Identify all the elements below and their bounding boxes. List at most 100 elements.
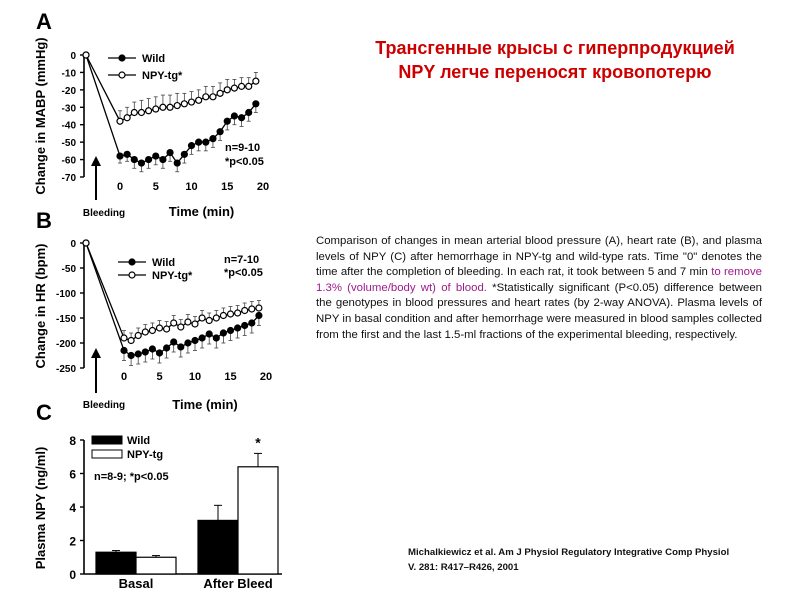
panel-a-series-wild-point [223, 117, 231, 125]
panel-a-y-tick-label: -10 [62, 68, 77, 79]
panel-b-series-wild-point [184, 339, 192, 347]
panel-a-x-tick-label: 10 [185, 181, 197, 193]
panel-b-series-npytg-point [134, 331, 142, 340]
panel-a-y-tick-label: -20 [62, 86, 77, 97]
panel-a-legend-marker [118, 54, 126, 62]
panel-c-legend-label: Wild [127, 435, 150, 447]
panel-a-x-tick-label: 5 [153, 181, 159, 193]
panel-a-series-wild-point [152, 152, 160, 160]
panel-b-series-npytg-point [205, 316, 213, 325]
panel-b-y-tick-label: -50 [62, 264, 77, 275]
panel-c-stat-label: n=8-9; *p<0.05 [94, 471, 169, 483]
panel-b-stat-label: n=7-10 [224, 254, 259, 266]
panel-a-series-npytg-point [252, 77, 260, 85]
slide-title-line-1: Трансгенные крысы с гиперпродукцией [375, 38, 735, 58]
panel-a-series-wild-point [216, 128, 224, 136]
panel-a-y-tick-label: -50 [62, 138, 77, 149]
panel-b-legend-marker [128, 271, 136, 279]
panel-a-series-npytg-point [173, 101, 181, 110]
panel-c-legend-swatch [91, 449, 123, 459]
panel-a-series-npytg-point [116, 117, 124, 125]
panel-b-y-tick-label: -150 [56, 314, 76, 325]
panel-b-series-wild-point [191, 336, 199, 345]
panel-b-series-npytg-point [120, 334, 128, 342]
panel-b-series-wild-point [255, 311, 263, 320]
panel-a-series-wild-point [209, 135, 217, 143]
panel-b-x-tick-label: 0 [121, 371, 127, 383]
panel-b-series-wild-point [177, 343, 185, 351]
panel-b-series-npytg-point [163, 325, 171, 333]
panel-a-letter: A [36, 9, 52, 34]
panel-b-series-wild-point [205, 330, 213, 338]
panel-a-series-npytg-point [245, 82, 253, 90]
panel-a-series-npytg-point [237, 82, 246, 90]
panel-b-series-npytg-point [141, 328, 149, 336]
panel-a-series-npytg-point [159, 103, 167, 111]
panel-a-stat-label: n=9-10 [225, 142, 260, 154]
panel-b-series-npytg-point [127, 336, 135, 345]
panel-a-series-npytg-point [195, 96, 203, 104]
panel-a-x-tick-label: 20 [257, 181, 269, 193]
panel-b-x-label: Time (min) [172, 397, 238, 412]
panel-b-y-label: Change in HR (bpm) [33, 244, 48, 369]
panel-a-series-wild-point [245, 108, 253, 117]
panel-b-series-npytg-point [177, 323, 185, 331]
panel-a-bleeding-arrowhead [91, 156, 101, 166]
panel-c-y-label: Plasma NPY (ng/ml) [33, 447, 48, 570]
panel-a-series-wild-point [173, 159, 181, 167]
panel-b-series-npytg-point [212, 314, 220, 322]
panel-c-bar-wild [197, 519, 239, 575]
panel-a-series-npytg-point [209, 93, 217, 101]
panel-c-bar-wild [95, 551, 137, 575]
panel-a-series-wild-point [123, 150, 131, 158]
panel-b-series-wild-point [155, 349, 164, 357]
panel-b-series-npytg-point [170, 319, 178, 327]
caption-text-part-1: Comparison of changes in mean arterial b… [316, 235, 762, 279]
panel-a-legend-label: NPY-tg* [142, 70, 183, 82]
panel-a-series-wild-point [195, 138, 203, 146]
panel-a-y-label: Change in MABP (mmHg) [33, 37, 48, 194]
figure-caption: Comparison of changes in mean arterial b… [316, 234, 762, 343]
citation-line-1: Michalkiewicz et al. Am J Physiol Regula… [408, 547, 730, 558]
slide-title-line-2: NPY легче переносят кровопотерю [398, 62, 712, 82]
panel-c-legend-swatch [91, 435, 123, 445]
panel-b-series-wild-point [120, 346, 128, 355]
panel-b-series-npytg-point [191, 320, 199, 328]
panel-b-bleeding-label: Bleeding [83, 400, 125, 411]
panel-a-series-npytg-point [166, 103, 174, 111]
panel-b-series-npytg-point [248, 305, 256, 313]
panel-a-series-wild-point [202, 138, 210, 146]
panel-a-series-npytg-point [230, 84, 238, 92]
panel-b-series-wild-point [163, 344, 171, 352]
panel-a-series-wild-point [180, 150, 188, 158]
panel-a-series-npytg-point [180, 100, 188, 108]
panel-a-series-wild-point [116, 152, 124, 160]
panel-a-series-wild-point [137, 159, 146, 167]
panel-b-legend-marker [128, 258, 136, 266]
panel-a-series-wild-point [130, 155, 138, 164]
panel-b-series-npytg-point [226, 310, 235, 318]
panel-b-bleeding-arrowhead [91, 348, 101, 358]
panel-a-y-tick-label: -70 [62, 173, 77, 184]
panel-a-bleeding-label: Bleeding [83, 208, 125, 219]
panel-a-x-tick-label: 0 [117, 181, 123, 193]
panel-a-legend-label: Wild [142, 53, 165, 65]
panel-a-series-npytg-point [123, 114, 131, 122]
panel-b-series-wild-point [127, 351, 135, 360]
panel-b-series-npytg-point [148, 326, 156, 335]
panel-b-y-tick-label: -200 [56, 339, 76, 350]
panel-b-y-tick-label: -250 [56, 364, 76, 375]
panel-a-series-npytg-point [145, 107, 153, 115]
panel-b-x-tick-label: 10 [189, 371, 201, 383]
panel-a-stat-label: *p<0.05 [225, 156, 264, 168]
panel-a-y-tick-label: -60 [62, 156, 77, 167]
panel-c-bar-npytg [135, 556, 177, 575]
panel-a-series-wild-point [159, 155, 167, 164]
caption-highlight: to remove 1.3% (volume/body wt) of blood… [316, 266, 762, 294]
panel-c-category-label: After Bleed [203, 576, 272, 591]
panel-a-series-wild-point [187, 142, 196, 150]
panel-b-series-npytg-point [234, 309, 242, 317]
panel-b-series-npytg-point [198, 314, 206, 322]
panel-c-legend-label: NPY-tg [127, 449, 163, 461]
